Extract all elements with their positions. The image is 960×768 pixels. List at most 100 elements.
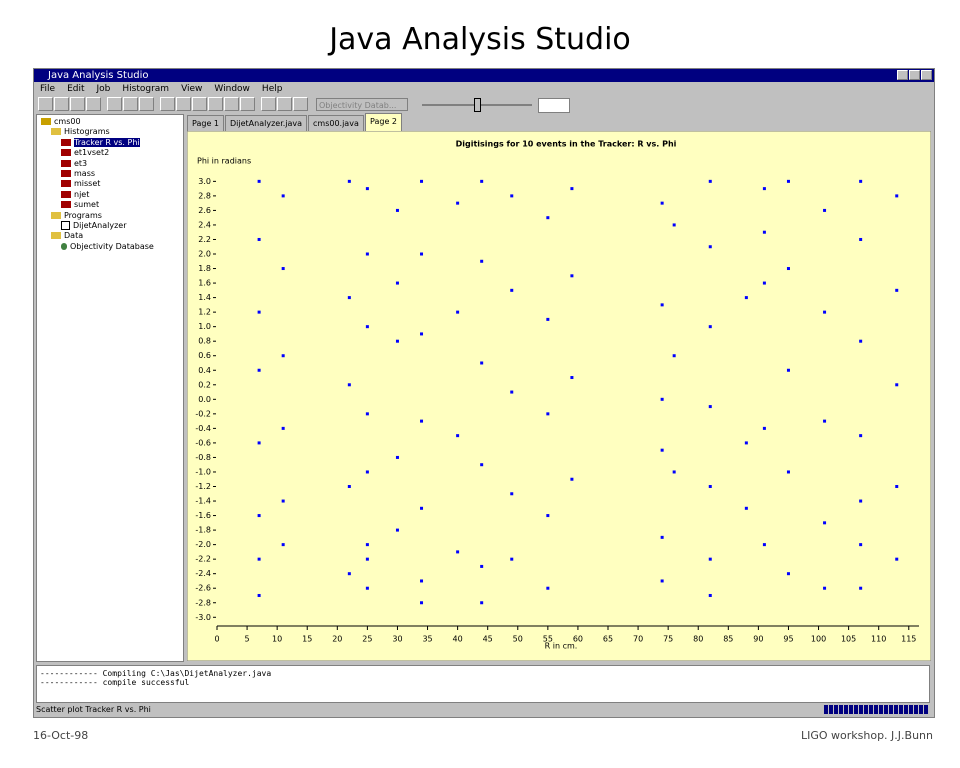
tree-label[interactable]: et3 [74, 158, 88, 168]
menu-item[interactable]: Job [96, 84, 111, 94]
tab[interactable]: cms00.java [308, 115, 364, 131]
combo-box[interactable]: Objectivity Datab... [316, 98, 408, 111]
tree-label[interactable]: Tracker R vs. Phi [74, 137, 140, 147]
tool-button[interactable] [38, 97, 53, 111]
point [480, 259, 484, 263]
x-axis-label: R in cm. [545, 642, 578, 651]
point [456, 434, 460, 438]
tab[interactable]: Page 1 [187, 115, 224, 131]
tool-button[interactable] [208, 97, 223, 111]
point [365, 586, 369, 590]
point [456, 310, 460, 314]
tool-button[interactable] [123, 97, 138, 111]
point [480, 564, 484, 568]
tab[interactable]: DijetAnalyzer.java [225, 115, 308, 131]
tree-label[interactable]: njet [74, 189, 90, 199]
tab[interactable]: Page 2 [365, 113, 402, 131]
point [257, 593, 261, 597]
x-tick-label: 50 [513, 635, 523, 644]
point [510, 194, 514, 198]
tool-button[interactable] [54, 97, 69, 111]
console-line: ------------ Compiling C:\Jas\DijetAnaly… [40, 669, 272, 678]
close[interactable] [921, 70, 932, 80]
point [281, 499, 285, 503]
tree-label[interactable]: sumet [74, 200, 100, 210]
point [347, 572, 351, 576]
point [546, 317, 550, 321]
menu-bar: File Edit Job Histogram View Window Help [34, 83, 288, 96]
point [859, 179, 863, 183]
point [744, 296, 748, 300]
tree-node: Histograms [51, 127, 110, 137]
point [786, 470, 790, 474]
point [347, 485, 351, 489]
point [347, 179, 351, 183]
point [786, 368, 790, 372]
tool-button[interactable] [139, 97, 154, 111]
tree-node: cms00 [41, 117, 81, 127]
console: ------------ Compiling C:\Jas\DijetAnaly… [36, 665, 930, 703]
x-tick-label: 90 [753, 635, 763, 644]
y-tick-label: -1.6 [195, 511, 211, 520]
point [823, 521, 827, 525]
tool-button[interactable] [277, 97, 292, 111]
point [859, 434, 863, 438]
point [420, 419, 424, 423]
point [708, 245, 712, 249]
point [395, 208, 399, 212]
menu-item[interactable]: Window [214, 84, 250, 94]
point [859, 543, 863, 547]
tree-label[interactable]: mass [74, 169, 96, 178]
point [859, 339, 863, 343]
maximize[interactable] [909, 70, 920, 80]
tool-button[interactable] [293, 97, 308, 111]
point [660, 397, 664, 401]
tool-button[interactable] [192, 97, 207, 111]
point [257, 179, 261, 183]
tool-button[interactable] [224, 97, 239, 111]
tree-label[interactable]: misset [74, 179, 101, 189]
point [570, 187, 574, 191]
menu-item[interactable]: Histogram [122, 84, 170, 94]
tool-button[interactable] [176, 97, 191, 111]
tool-button[interactable] [86, 97, 101, 111]
y-tick-label: -1.8 [195, 526, 211, 535]
point [823, 586, 827, 590]
point [365, 187, 369, 191]
tool-button[interactable] [261, 97, 276, 111]
tree-label[interactable]: Histograms [64, 127, 110, 137]
y-tick-label: -0.6 [195, 438, 211, 447]
slider-thumb[interactable] [474, 98, 481, 112]
y-tick-label: 0.6 [198, 351, 211, 360]
tool-button[interactable] [70, 97, 85, 111]
tool-button[interactable] [240, 97, 255, 111]
menu-item[interactable]: Edit [67, 84, 85, 94]
point [365, 325, 369, 329]
tool-button[interactable] [107, 97, 122, 111]
tree-label[interactable]: Data [64, 231, 84, 241]
tree-label[interactable]: et1vset2 [74, 148, 110, 158]
text-field[interactable] [538, 98, 570, 113]
point [859, 586, 863, 590]
point [762, 281, 766, 285]
menu-item[interactable]: File [40, 84, 56, 94]
point [420, 506, 424, 510]
point [859, 237, 863, 241]
minimize[interactable] [897, 70, 908, 80]
tree-label[interactable]: cms00 [54, 117, 81, 126]
point [570, 477, 574, 481]
tree-icon [61, 138, 71, 146]
menu-item[interactable]: View [181, 84, 203, 94]
tree-label[interactable]: Objectivity Database [70, 241, 154, 251]
point [895, 194, 899, 198]
y-axis-label: Phi in radians [197, 157, 251, 166]
tree-label[interactable]: DijetAnalyzer [73, 221, 127, 230]
point [708, 405, 712, 409]
point [510, 492, 514, 496]
tree-label[interactable]: Programs [64, 210, 102, 220]
point [672, 470, 676, 474]
tool-button[interactable] [160, 97, 175, 111]
menu-item[interactable]: Help [261, 84, 283, 94]
y-tick-label: 1.0 [198, 322, 211, 331]
x-tick-label: 0 [214, 635, 219, 644]
